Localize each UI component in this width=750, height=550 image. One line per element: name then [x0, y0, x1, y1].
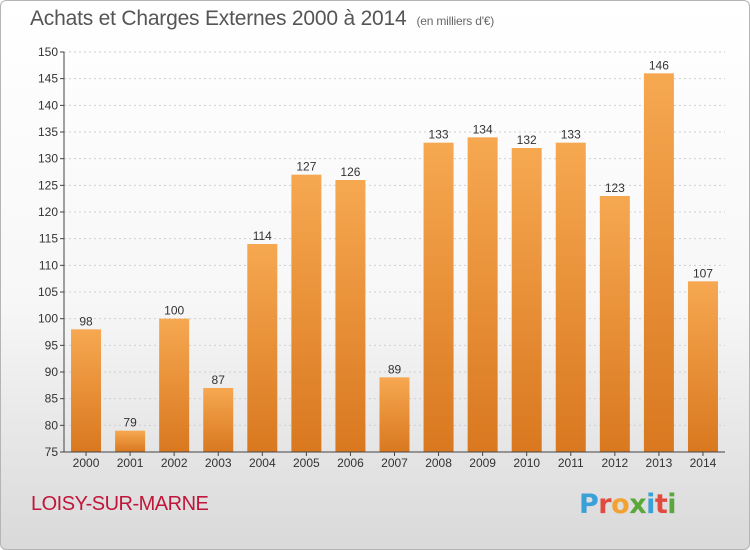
x-tick-label: 2001: [117, 456, 144, 470]
x-tick-label: 2002: [161, 456, 188, 470]
data-label: 133: [561, 128, 581, 142]
x-tick-label: 2000: [73, 456, 100, 470]
logo-letter: t: [654, 489, 668, 520]
data-label: 79: [123, 416, 137, 430]
y-tick-label: 120: [38, 205, 58, 219]
x-tick-label: 2014: [690, 456, 717, 470]
data-label: 126: [340, 165, 360, 179]
x-tick-label: 2012: [601, 456, 628, 470]
bar: [687, 281, 718, 452]
data-label: 146: [649, 58, 669, 72]
y-tick-label: 150: [38, 45, 58, 59]
y-tick-label: 145: [38, 72, 58, 86]
bar: [335, 180, 366, 452]
x-tick-label: 2011: [558, 456, 584, 470]
x-tick-label: 2010: [513, 456, 540, 470]
logo-letter: P: [579, 489, 599, 520]
y-tick-label: 115: [39, 232, 58, 246]
data-label: 133: [429, 128, 449, 142]
y-tick-label: 90: [45, 365, 59, 379]
x-tick-label: 2006: [337, 456, 364, 470]
data-labels: 98 79 100 87 114 127 126 89 133 134 132 133 123 146 10…: [79, 58, 713, 429]
y-tick-label: 135: [38, 125, 58, 139]
chart-subtitle: (en milliers d'€): [416, 14, 495, 28]
data-label: 89: [388, 362, 402, 376]
bar: [599, 196, 630, 452]
data-label: 123: [605, 181, 625, 195]
y-tick-label: 75: [45, 445, 59, 459]
y-tick-label: 85: [45, 392, 59, 406]
bar: [643, 73, 674, 452]
x-tick-label: 2005: [293, 456, 320, 470]
bar: [555, 142, 586, 452]
data-label: 107: [693, 266, 713, 280]
axes: 75 80 85 90 95 100 105 110 115 120 125 130 135 140 145…: [38, 45, 725, 470]
logo-letter: i: [667, 489, 677, 520]
proxiti-logo[interactable]: Proxiti: [579, 489, 677, 520]
y-tick-label: 100: [38, 312, 58, 326]
y-tick-label: 80: [45, 418, 59, 432]
bar: [159, 318, 190, 452]
x-tick-label: 2009: [469, 456, 496, 470]
bar: [511, 148, 542, 452]
bar: [423, 142, 454, 452]
bar: [115, 430, 146, 452]
logo-letter: r: [598, 489, 612, 520]
x-tick-label: 2008: [425, 456, 452, 470]
y-tick-label: 105: [38, 285, 58, 299]
data-label: 134: [473, 122, 493, 136]
y-tick-label: 125: [38, 178, 58, 192]
x-tick-label: 2007: [381, 456, 408, 470]
chart-title: Achats et Charges Externes 2000 à 2014 (e…: [30, 7, 494, 31]
bar: [291, 174, 322, 452]
bars: [71, 73, 718, 453]
chart-title-text: Achats et Charges Externes 2000 à 2014: [30, 7, 407, 30]
y-tick-label: 95: [45, 338, 59, 352]
x-tick-label: 2013: [646, 456, 673, 470]
x-tick-label: 2003: [205, 456, 232, 470]
x-tick-label: 2004: [249, 456, 276, 470]
bar: [379, 377, 410, 452]
y-tick-label: 140: [38, 98, 58, 112]
bar: [467, 137, 498, 453]
data-label: 98: [79, 314, 93, 328]
data-label: 114: [253, 229, 272, 243]
data-label: 127: [296, 160, 316, 174]
y-tick-label: 110: [39, 258, 58, 272]
commune-name: LOISY-SUR-MARNE: [31, 493, 209, 515]
data-label: 87: [212, 373, 226, 387]
data-label: 100: [164, 304, 184, 318]
y-tick-label: 130: [38, 152, 58, 166]
data-label: 132: [517, 133, 537, 147]
bar: [247, 244, 278, 452]
logo-letter: i: [646, 489, 655, 520]
logo-letter: o: [611, 489, 630, 520]
bar: [71, 329, 102, 452]
bar: [203, 388, 234, 452]
logo-letter: x: [629, 489, 647, 520]
